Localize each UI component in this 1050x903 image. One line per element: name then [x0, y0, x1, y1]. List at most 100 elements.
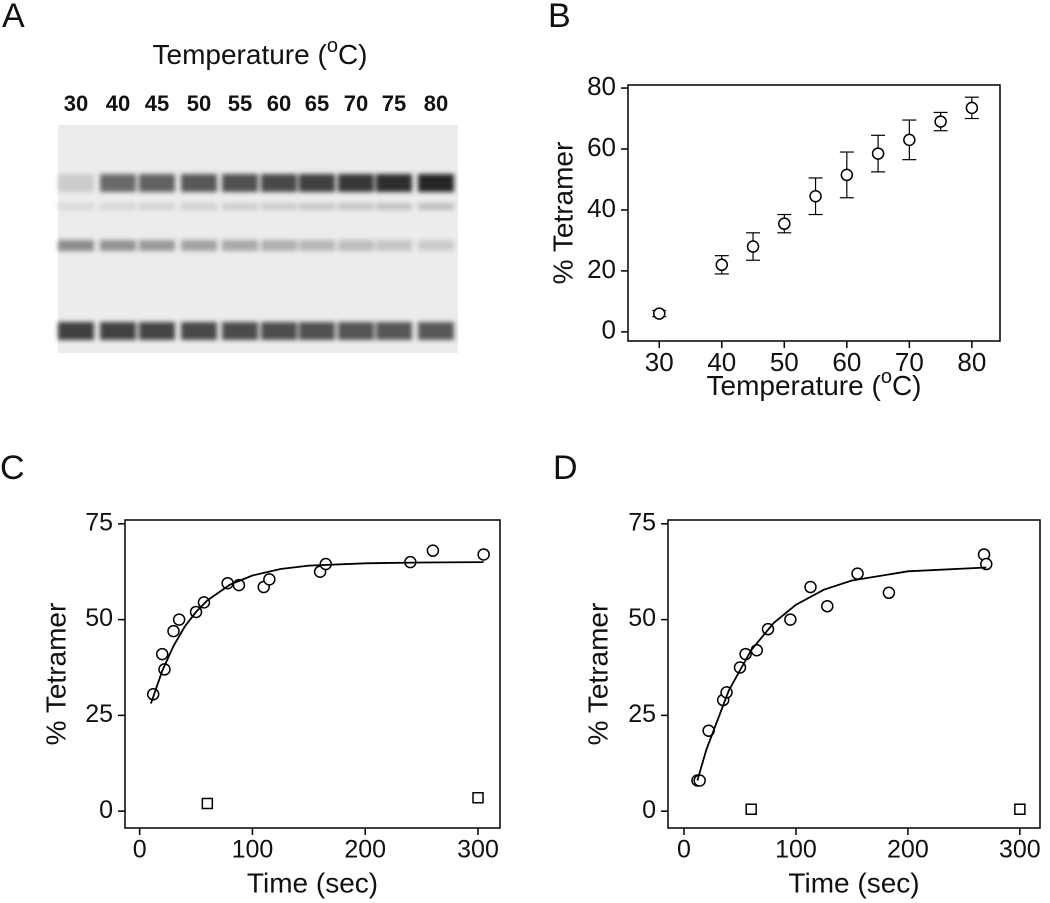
gel-band	[418, 322, 454, 340]
lane-label: 60	[267, 91, 291, 116]
gel-band	[376, 322, 412, 340]
gel-band	[418, 174, 454, 192]
gel-band	[418, 203, 454, 210]
x-tick-label: 300	[457, 836, 499, 864]
point	[167, 624, 180, 638]
x-tick-label: 100	[775, 836, 817, 864]
lane-label: 80	[424, 91, 448, 116]
panel-label: B	[548, 0, 571, 35]
point	[804, 580, 817, 594]
x-tick-label: 100	[232, 836, 274, 864]
point	[172, 613, 186, 626]
gel-band	[58, 240, 94, 251]
gel-title-sup: o	[327, 35, 338, 57]
gel-band	[58, 322, 94, 340]
y-tick-label: 40	[587, 193, 616, 223]
gel-band	[139, 240, 175, 251]
y-tick-label: 50	[628, 604, 656, 632]
point	[263, 573, 276, 586]
point	[809, 189, 822, 203]
x-tick-label: 40	[707, 347, 736, 377]
gel-band	[299, 203, 335, 210]
panel-label: C	[0, 449, 25, 487]
gel-band	[299, 240, 335, 251]
x-axis-label: Temperature (oC)	[707, 366, 922, 401]
point	[934, 115, 947, 128]
y-axis-label: % Tetramer	[547, 142, 578, 285]
x-tick-label: 200	[344, 836, 386, 864]
point	[477, 548, 490, 561]
point	[965, 101, 979, 115]
plot-frame	[627, 84, 1001, 342]
x-axis-label-part: Temperature (	[707, 370, 882, 401]
point	[197, 596, 211, 609]
y-axis-label: % Tetramer	[40, 603, 71, 746]
gel	[58, 125, 458, 353]
gel-band	[100, 174, 136, 192]
lane-label: 45	[145, 91, 169, 116]
gel-band	[338, 240, 374, 251]
point	[746, 240, 760, 253]
point	[903, 133, 916, 147]
gel-band	[100, 322, 136, 340]
point	[745, 803, 757, 815]
point	[472, 791, 484, 804]
gel-band	[139, 203, 175, 210]
point	[778, 217, 791, 230]
gel-band	[222, 240, 258, 251]
gel-band	[338, 322, 374, 340]
x-tick-label: 0	[133, 836, 147, 864]
gel-band	[181, 240, 217, 251]
y-tick-label: 75	[85, 508, 113, 536]
gel-band	[58, 174, 94, 192]
point	[840, 168, 854, 182]
point	[715, 258, 729, 272]
gel-band	[181, 322, 217, 340]
y-tick-label: 75	[628, 508, 656, 536]
gel-band	[100, 203, 136, 210]
x-tick-label: 70	[895, 347, 924, 377]
lane-label: 70	[344, 91, 368, 116]
fit-curve	[150, 561, 484, 704]
y-tick-label: 80	[587, 71, 616, 101]
gel-band	[222, 322, 258, 340]
gel-title-part: Temperature (	[153, 39, 328, 70]
gel-band	[376, 240, 412, 251]
gel-band	[100, 240, 136, 251]
point	[426, 544, 440, 557]
gel-band	[181, 203, 217, 210]
y-tick-label: 60	[587, 132, 616, 162]
gel-band	[139, 174, 175, 192]
gel-band	[139, 322, 175, 340]
gel-band	[261, 240, 297, 251]
plot-frame	[667, 519, 1041, 829]
gel-band	[376, 174, 412, 192]
gel-band	[299, 322, 335, 340]
y-tick-label: 25	[85, 700, 113, 728]
x-tick-label: 80	[957, 347, 986, 377]
gel-band	[376, 203, 412, 210]
x-axis-label: Time (sec)	[788, 867, 919, 898]
lane-label: 30	[64, 91, 88, 116]
x-axis-label: Time (sec)	[247, 867, 378, 898]
point	[155, 647, 169, 661]
y-tick-label: 50	[85, 604, 113, 632]
y-axis-label: % Tetramer	[582, 603, 613, 746]
gel-band	[222, 174, 258, 192]
point	[882, 586, 896, 600]
point	[784, 613, 797, 626]
gel-band	[261, 322, 297, 340]
x-axis-label-sup: o	[881, 366, 892, 388]
gel-band	[338, 203, 374, 210]
gel-band	[222, 203, 258, 210]
gel-bands	[58, 174, 454, 340]
plot-frame	[124, 519, 501, 829]
y-tick-label: 25	[628, 700, 656, 728]
x-tick-label: 30	[645, 347, 674, 377]
lane-label: 55	[228, 91, 252, 116]
gel-band	[261, 203, 297, 210]
lane-label: 50	[187, 91, 211, 116]
panel-label: A	[2, 0, 25, 35]
point	[871, 147, 885, 160]
